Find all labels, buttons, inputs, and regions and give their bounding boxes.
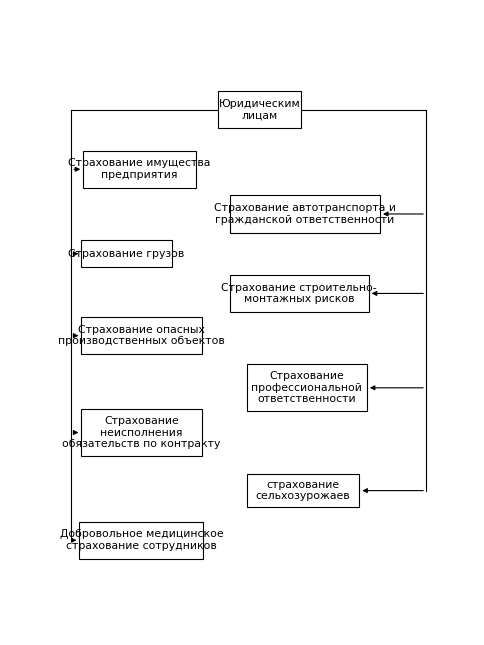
Bar [83, 151, 196, 188]
Text: Страхование
неисполнения
обязательств по контракту: Страхование неисполнения обязательств по… [62, 416, 220, 449]
Text: страхование
сельхозурожаев: страхование сельхозурожаев [255, 480, 349, 501]
Text: Страхование грузов: Страхование грузов [68, 249, 184, 259]
Bar [229, 195, 379, 233]
Bar [229, 275, 368, 312]
Text: Страхование строительно-
монтажных рисков: Страхование строительно- монтажных риско… [221, 283, 377, 304]
Bar [81, 409, 201, 456]
Bar [79, 522, 203, 559]
Text: Страхование опасных
производственных объектов: Страхование опасных производственных объ… [58, 325, 225, 346]
Text: Страхование имущества
предприятия: Страхование имущества предприятия [68, 159, 211, 180]
Text: Страхование автотранспорта и
гражданской ответственности: Страхование автотранспорта и гражданской… [213, 203, 395, 224]
Bar [246, 475, 359, 507]
Text: Юридическим
лицам: Юридическим лицам [218, 99, 300, 121]
Bar [81, 317, 201, 354]
Bar [218, 91, 301, 128]
Bar [81, 240, 171, 268]
Text: Добровольное медицинское
страхование сотрудников: Добровольное медицинское страхование сот… [60, 530, 223, 551]
Text: Страхование
профессиональной
ответственности: Страхование профессиональной ответственн… [251, 372, 362, 404]
Bar [246, 364, 366, 412]
